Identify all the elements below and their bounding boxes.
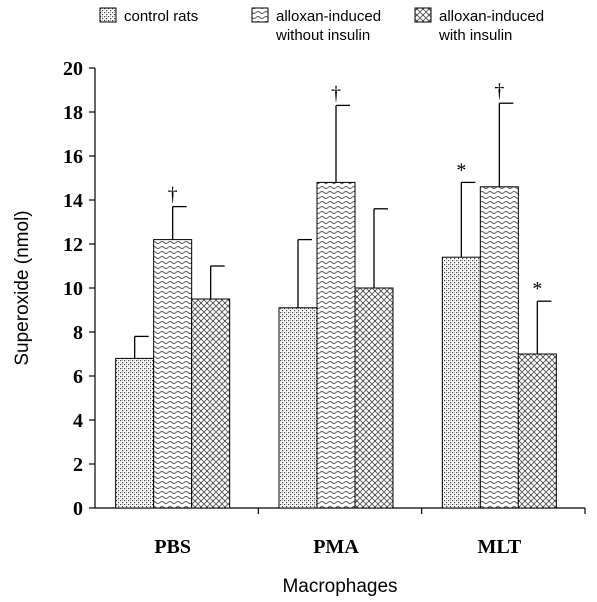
bar	[354, 287, 394, 509]
bar	[115, 357, 155, 509]
bars: † † * † *	[115, 80, 557, 509]
y-tick-label: 10	[63, 278, 83, 300]
legend-swatch	[414, 7, 432, 23]
bar	[278, 307, 318, 509]
y-tick-label: 0	[73, 498, 83, 520]
y-tick-label: 20	[63, 58, 83, 80]
y-tick-label: 14	[63, 190, 83, 212]
y-tick-label: 2	[73, 454, 83, 476]
bar	[153, 239, 193, 509]
y-tick-label: 18	[63, 102, 83, 124]
x-axis: PBS PMA MLT	[95, 507, 586, 558]
y-tick-label: 16	[63, 146, 83, 168]
legend-swatch	[99, 7, 117, 23]
x-axis-title: Macrophages	[282, 576, 397, 597]
significance-marker: †	[331, 82, 341, 104]
y-tick-label: 6	[73, 366, 83, 388]
legend-label: with insulin	[438, 27, 512, 44]
y-tick-label: 12	[63, 234, 83, 256]
bar	[191, 298, 231, 509]
bar	[441, 256, 481, 509]
legend-label: without insulin	[275, 27, 370, 44]
significance-marker: †	[168, 184, 178, 206]
legend: control rats alloxan-induced without insul…	[99, 7, 544, 44]
y-tick-label: 4	[73, 410, 83, 432]
legend-label: alloxan-induced	[276, 8, 381, 25]
x-tick-label: PBS	[154, 536, 191, 558]
significance-marker: *	[456, 159, 466, 181]
significance-marker: †	[494, 80, 504, 102]
bar	[316, 181, 356, 509]
x-tick-label: MLT	[477, 536, 521, 558]
significance-marker: *	[532, 278, 542, 300]
y-axis-title: Superoxide (nmol)	[12, 210, 33, 365]
bar	[517, 353, 557, 509]
y-tick-label: 8	[73, 322, 83, 344]
legend-label: control rats	[124, 8, 198, 25]
legend-label: alloxan-induced	[439, 8, 544, 25]
y-axis: 0 2 4 6 8 10 12 14 16 18 20	[63, 58, 96, 520]
bar	[479, 186, 519, 509]
x-tick-label: PMA	[313, 536, 359, 558]
legend-swatch	[251, 7, 269, 23]
